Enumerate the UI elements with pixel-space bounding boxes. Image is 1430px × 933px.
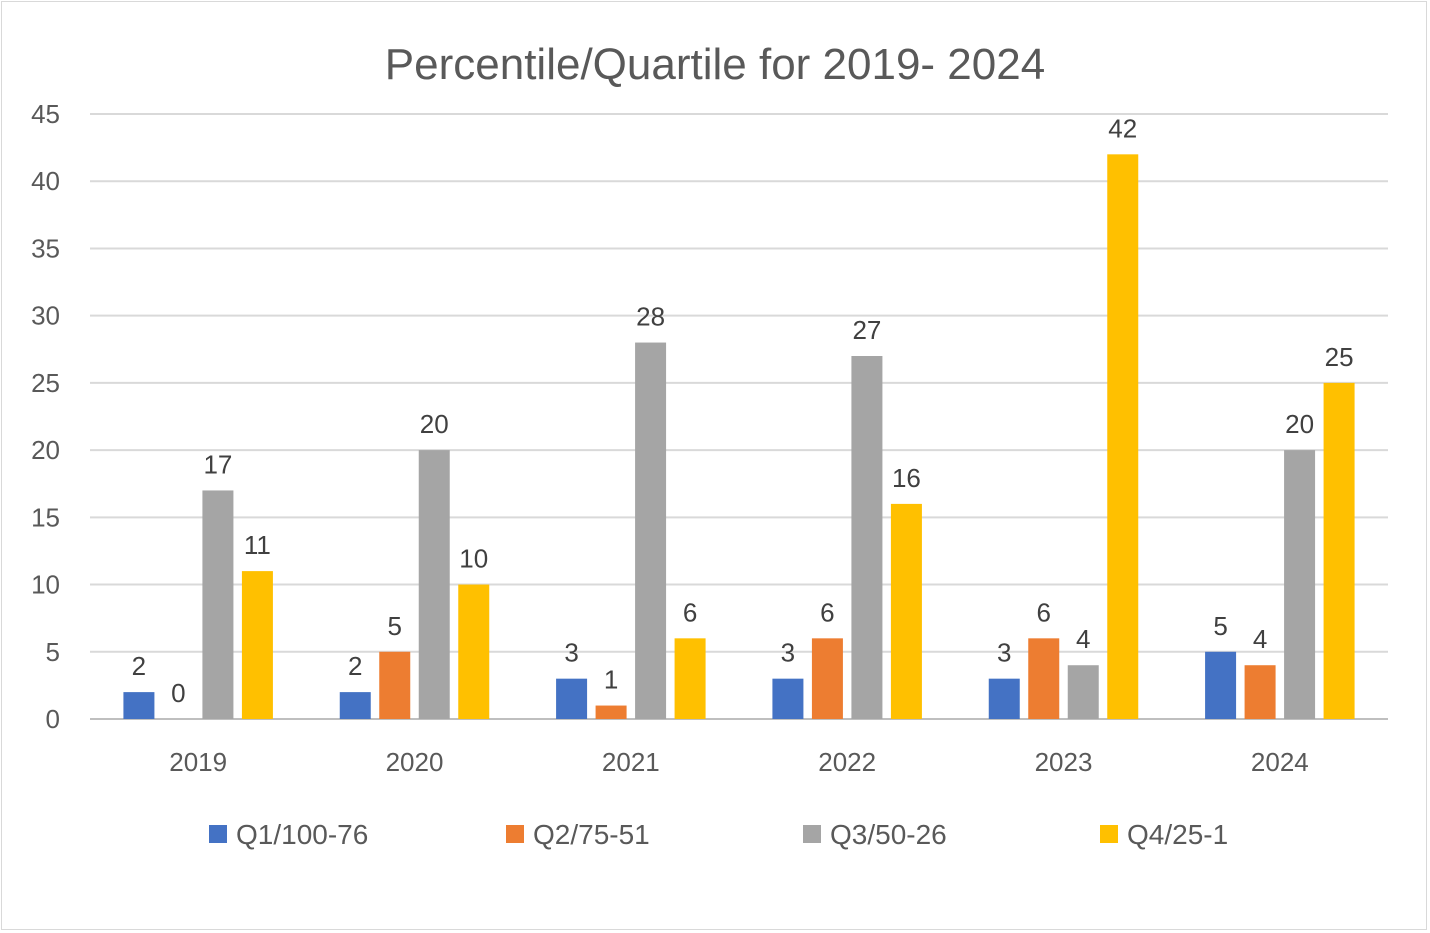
bars xyxy=(123,154,1355,720)
x-tick-label: 2021 xyxy=(602,747,660,777)
data-label: 5 xyxy=(388,611,402,641)
bar xyxy=(811,638,843,719)
data-label: 4 xyxy=(1076,624,1090,654)
y-tick-label: 20 xyxy=(31,435,60,465)
bar xyxy=(202,490,234,719)
legend-label: Q2/75-51 xyxy=(533,819,650,850)
data-label: 16 xyxy=(892,463,921,493)
bar xyxy=(418,450,450,719)
y-tick-label: 35 xyxy=(31,233,60,263)
x-tick-label: 2024 xyxy=(1251,747,1309,777)
data-label: 0 xyxy=(171,678,185,708)
data-label: 4 xyxy=(1253,624,1267,654)
data-label: 20 xyxy=(420,409,449,439)
y-tick-label: 25 xyxy=(31,368,60,398)
data-label: 2 xyxy=(132,651,146,681)
data-label: 3 xyxy=(781,638,795,668)
legend-label: Q4/25-1 xyxy=(1127,819,1228,850)
x-tick-label: 2020 xyxy=(386,747,444,777)
legend: Q1/100-76 Q2/75-51 Q3/50-26 Q4/25-1 xyxy=(209,819,1228,850)
bar xyxy=(458,584,490,719)
y-tick-label: 10 xyxy=(31,570,60,600)
bar xyxy=(339,692,371,719)
x-axis-ticks: 2019 2020 2021 2022 2023 2024 xyxy=(169,747,1309,777)
bar xyxy=(123,692,155,719)
bar xyxy=(556,678,588,719)
data-label: 5 xyxy=(1213,611,1227,641)
legend-swatch xyxy=(1100,825,1118,843)
y-tick-label: 0 xyxy=(46,704,60,734)
x-tick-label: 2022 xyxy=(818,747,876,777)
bar xyxy=(595,705,627,719)
y-tick-label: 15 xyxy=(31,502,60,532)
bar xyxy=(851,356,883,719)
bar xyxy=(1323,382,1355,719)
bar xyxy=(241,571,273,719)
legend-item: Q1/100-76 xyxy=(209,819,368,850)
data-label: 3 xyxy=(997,638,1011,668)
data-label: 6 xyxy=(683,597,697,627)
bar xyxy=(1028,638,1060,719)
bar xyxy=(1205,651,1237,719)
bar xyxy=(1284,450,1316,719)
x-tick-label: 2019 xyxy=(169,747,227,777)
legend-swatch xyxy=(506,825,524,843)
legend-label: Q3/50-26 xyxy=(830,819,947,850)
bar xyxy=(635,342,667,719)
bar xyxy=(379,651,411,719)
data-label: 10 xyxy=(459,544,488,574)
legend-item: Q2/75-51 xyxy=(506,819,650,850)
legend-item: Q3/50-26 xyxy=(803,819,947,850)
bar xyxy=(890,503,922,719)
data-label: 1 xyxy=(604,665,618,695)
data-label: 28 xyxy=(636,302,665,332)
bar xyxy=(674,638,706,719)
data-label: 11 xyxy=(244,530,271,560)
data-label: 42 xyxy=(1108,113,1137,143)
data-label: 2 xyxy=(348,651,362,681)
data-label: 20 xyxy=(1285,409,1314,439)
legend-swatch xyxy=(209,825,227,843)
bar xyxy=(1067,665,1099,719)
y-axis-ticks: 0 5 10 15 20 25 30 35 40 45 xyxy=(31,99,60,734)
bar xyxy=(1244,665,1276,719)
data-label: 25 xyxy=(1325,342,1354,372)
legend-item: Q4/25-1 xyxy=(1100,819,1228,850)
data-label: 6 xyxy=(820,597,834,627)
data-label: 3 xyxy=(564,638,578,668)
legend-label: Q1/100-76 xyxy=(236,819,368,850)
data-label: 27 xyxy=(852,315,881,345)
y-tick-label: 45 xyxy=(31,99,60,129)
gridlines xyxy=(90,113,1388,720)
x-tick-label: 2023 xyxy=(1035,747,1093,777)
y-tick-label: 5 xyxy=(46,637,60,667)
legend-swatch xyxy=(803,825,821,843)
chart-title: Percentile/Quartile for 2019- 2024 xyxy=(385,40,1045,89)
bar xyxy=(988,678,1020,719)
y-tick-label: 30 xyxy=(31,301,60,331)
y-tick-label: 40 xyxy=(31,166,60,196)
data-label: 17 xyxy=(203,449,232,479)
data-label: 6 xyxy=(1037,597,1051,627)
bar xyxy=(1107,154,1139,720)
bar xyxy=(772,678,804,719)
